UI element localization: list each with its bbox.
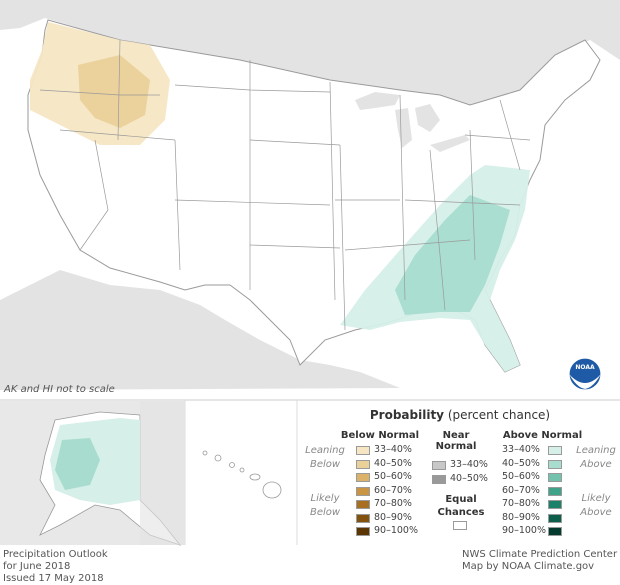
legend-below-label: 80–90% xyxy=(374,511,412,523)
state-borders xyxy=(39,39,531,331)
legend-near-swatch xyxy=(432,461,446,470)
legend-above-swatch xyxy=(548,446,562,455)
legend-above-label: 50–60% xyxy=(502,471,540,482)
alaska-above-40-50 xyxy=(55,438,100,490)
legend-above-label: 60–70% xyxy=(502,484,540,496)
legend-above-header: Above Normal xyxy=(502,430,583,441)
legend-above-label: 80–90% xyxy=(502,511,540,523)
legend-below-label: 40–50% xyxy=(374,457,412,469)
legend-below-label: 70–80% xyxy=(374,498,412,509)
legend-below-swatch xyxy=(356,527,370,536)
legend-below-header: Below Normal xyxy=(340,430,420,441)
legend-leaning-above: Leaning Above xyxy=(576,445,616,470)
legend-above-swatch xyxy=(548,500,562,509)
lake-huron xyxy=(415,104,440,132)
legend-below-swatch xyxy=(356,446,370,455)
lake-superior xyxy=(355,92,400,110)
legend-above-label: 90–100% xyxy=(502,525,546,536)
legend-above-label: 33–40% xyxy=(502,444,540,455)
legend-below-swatch xyxy=(356,473,370,482)
legend-title: Probability (percent chance) xyxy=(369,408,551,422)
footer-title: Precipitation Outlook for June 2018 Issu… xyxy=(3,549,108,584)
legend-near-swatch xyxy=(432,474,446,484)
legend-above-swatch xyxy=(548,486,562,496)
legend-below-label: 60–70% xyxy=(374,484,412,496)
legend-below-swatch xyxy=(356,486,370,496)
scale-note: AK and HI not to scale xyxy=(4,384,115,395)
canada-land xyxy=(0,0,620,110)
above-normal-40-50-region xyxy=(395,195,510,315)
legend-below-label: 90–100% xyxy=(374,525,418,536)
noaa-logo xyxy=(568,357,602,391)
legend-equal-swatch xyxy=(453,521,467,530)
below-normal-40-50-region xyxy=(78,55,150,128)
noaa-logo-text: NOAA xyxy=(575,364,595,371)
legend-leaning-below: Leaning Below xyxy=(305,445,345,470)
hawaii-islands xyxy=(202,450,282,499)
legend-below-swatch xyxy=(356,459,370,469)
legend-likely-above: Likely Above xyxy=(580,493,612,518)
legend-above-label: 40–50% xyxy=(502,457,540,469)
legend-above-swatch xyxy=(548,459,562,469)
legend-below-swatch xyxy=(356,513,370,523)
legend-above-swatch xyxy=(548,473,562,482)
legend-above-label: 70–80% xyxy=(502,498,540,509)
legend-near-label: 33–40% xyxy=(450,459,488,470)
legend-below-label: 33–40% xyxy=(374,444,412,455)
footer-credit: NWS Climate Prediction Center Map by NOA… xyxy=(462,549,618,572)
legend-below-label: 50–60% xyxy=(374,471,412,482)
legend-likely-below: Likely Below xyxy=(309,493,341,518)
lake-erie xyxy=(430,135,470,152)
legend-near-label: 40–50% xyxy=(450,472,488,484)
legend-below-swatch xyxy=(356,500,370,509)
legend-above-swatch xyxy=(548,527,562,536)
legend-above-swatch xyxy=(548,513,562,523)
legend-near-header: Near Normal xyxy=(435,430,477,452)
lake-michigan xyxy=(395,108,412,148)
legend-equal-label: Equal Chances xyxy=(437,494,485,518)
